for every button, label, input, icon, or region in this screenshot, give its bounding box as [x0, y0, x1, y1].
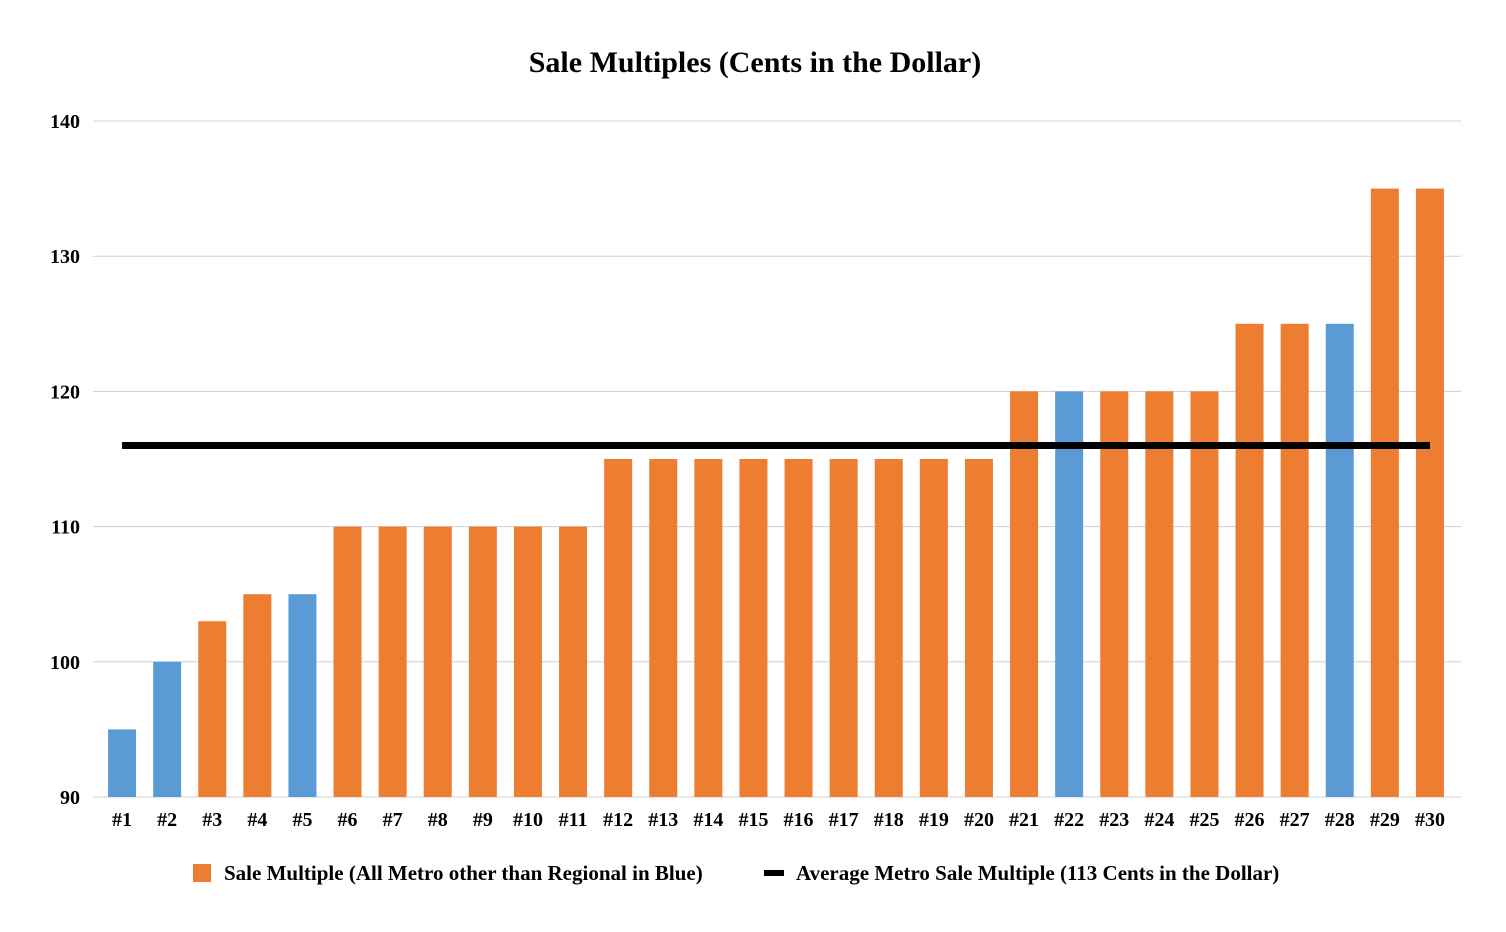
bar-6 [333, 526, 362, 797]
bar-7 [378, 526, 407, 797]
x-tick-label: #13 [648, 809, 678, 831]
bar-26 [1235, 323, 1264, 797]
x-tick-label: #22 [1054, 809, 1084, 831]
bar-20 [964, 459, 993, 797]
chart-title: Sale Multiples (Cents in the Dollar) [529, 46, 981, 79]
y-tick-label: 140 [50, 111, 80, 133]
bar-16 [784, 459, 813, 797]
x-tick-label: #7 [383, 809, 403, 831]
x-tick-label: #24 [1144, 809, 1174, 831]
x-tick-label: #21 [1009, 809, 1039, 831]
bar-3 [198, 621, 227, 797]
bar-28 [1325, 323, 1354, 797]
bar-12 [604, 459, 633, 797]
bar-23 [1100, 391, 1129, 797]
bar-14 [694, 459, 723, 797]
x-tick-label: #25 [1189, 809, 1219, 831]
bar-24 [1145, 391, 1174, 797]
x-tick-label: #11 [559, 809, 588, 831]
x-tick-label: #3 [202, 809, 222, 831]
bar-10 [513, 526, 542, 797]
x-tick-label: #28 [1325, 809, 1355, 831]
y-tick-label: 110 [51, 517, 80, 539]
x-tick-label: #14 [693, 809, 723, 831]
bar-13 [649, 459, 678, 797]
x-tick-label: #9 [473, 809, 493, 831]
bar-1 [108, 729, 137, 797]
y-tick-label: 130 [50, 246, 80, 268]
x-tick-label: #1 [112, 809, 132, 831]
legend: Sale Multiple (All Metro other than Regi… [193, 861, 1279, 885]
bar-2 [153, 661, 182, 797]
x-tick-label: #17 [829, 809, 859, 831]
x-tick-label: #5 [292, 809, 312, 831]
legend-swatch-average [764, 870, 784, 876]
bar-8 [423, 526, 452, 797]
x-tick-label: #18 [874, 809, 904, 831]
x-tick-label: #16 [784, 809, 814, 831]
x-tick-label: #27 [1280, 809, 1310, 831]
x-tick-label: #4 [247, 809, 267, 831]
bar-11 [559, 526, 588, 797]
bar-21 [1010, 391, 1039, 797]
legend-label-average: Average Metro Sale Multiple (113 Cents i… [796, 861, 1279, 885]
legend-label-sale-multiple: Sale Multiple (All Metro other than Regi… [224, 861, 703, 885]
bar-29 [1370, 188, 1399, 798]
bar-18 [874, 459, 903, 797]
bar-27 [1280, 323, 1309, 797]
bar-22 [1055, 391, 1084, 797]
x-tick-label: #19 [919, 809, 949, 831]
x-tick-label: #6 [338, 809, 358, 831]
x-tick-label: #20 [964, 809, 994, 831]
x-tick-label: #26 [1235, 809, 1265, 831]
y-tick-label: 90 [60, 787, 80, 809]
x-tick-label: #2 [157, 809, 177, 831]
x-tick-label: #12 [603, 809, 633, 831]
x-tick-label: #29 [1370, 809, 1400, 831]
bar-4 [243, 594, 272, 797]
bar-5 [288, 594, 317, 797]
x-tick-label: #8 [428, 809, 448, 831]
x-tick-label: #23 [1099, 809, 1129, 831]
bar-9 [468, 526, 497, 797]
y-tick-label: 120 [50, 381, 80, 403]
bar-17 [829, 459, 858, 797]
x-tick-label: #15 [738, 809, 768, 831]
y-tick-label: 100 [50, 652, 80, 674]
bar-25 [1190, 391, 1219, 797]
legend-swatch-sale-multiple [193, 864, 211, 882]
bar-19 [919, 459, 948, 797]
bar-15 [739, 459, 768, 797]
bar-30 [1415, 188, 1444, 798]
x-tick-label: #30 [1415, 809, 1445, 831]
x-tick-label: #10 [513, 809, 543, 831]
